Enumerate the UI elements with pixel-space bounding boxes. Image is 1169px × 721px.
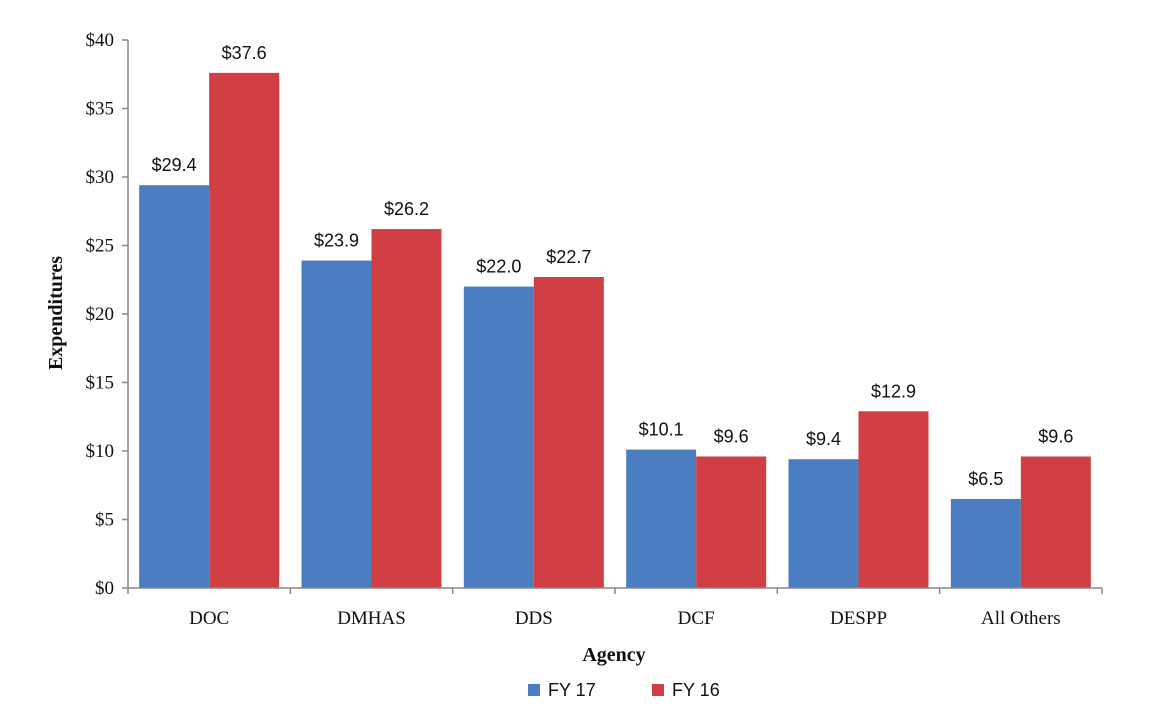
bar-fy-17-doc [139, 185, 210, 588]
bar-fy-16-dcf [696, 456, 767, 588]
data-label: $12.9 [871, 381, 916, 401]
data-labels: $29.4 $37.6 $23.9 $26.2 $22.0 $22.7 $10.1 $9.6 $… [152, 43, 1074, 489]
bar-fy-17-dds [463, 286, 534, 588]
bar-fy-16-dmhas [371, 229, 442, 588]
legend-label: FY 16 [672, 680, 720, 700]
y-tick-label: $20 [86, 304, 115, 325]
bar-fy-17-despp [788, 459, 859, 588]
x-tick-label: DDS [515, 608, 553, 629]
bar-fy-16-doc [209, 72, 280, 588]
data-label: $9.6 [1038, 426, 1073, 446]
legend-swatch [652, 684, 664, 696]
legend: FY 17 FY 16 [528, 680, 720, 700]
bars [139, 72, 1091, 588]
x-tick-label: All Others [981, 608, 1061, 629]
x-axis-title: Agency [582, 644, 645, 666]
data-label: $23.9 [314, 231, 359, 251]
bar-fy-16-dds [533, 277, 604, 588]
x-tick-label: DOC [189, 608, 229, 629]
data-label: $37.6 [222, 43, 267, 63]
x-axis: DOC DMHAS DDS DCF DESPP All Others [127, 587, 1103, 629]
y-axis-title: Expenditures [45, 256, 67, 370]
data-label: $9.6 [714, 426, 749, 446]
x-tick-label: DCF [678, 608, 715, 629]
data-label: $22.7 [546, 247, 591, 267]
bar-fy-16-despp [858, 411, 929, 588]
data-label: $10.1 [639, 420, 684, 440]
bar-fy-17-all-others [950, 498, 1021, 588]
y-tick-label: $0 [95, 578, 114, 599]
legend-label: FY 17 [548, 680, 596, 700]
y-tick-label: $25 [86, 236, 115, 257]
y-tick-label: $35 [86, 99, 115, 120]
x-tick-label: DESPP [830, 608, 887, 629]
y-tick-label: $15 [86, 373, 115, 394]
data-label: $26.2 [384, 199, 429, 219]
y-tick-label: $5 [95, 510, 114, 531]
legend-swatch [528, 684, 540, 696]
data-label: $22.0 [476, 257, 521, 277]
x-tick-label: DMHAS [337, 608, 406, 629]
data-label: $29.4 [152, 155, 197, 175]
data-label: $6.5 [968, 469, 1003, 489]
y-axis: $0 $5 $10 $15 $20 $25 $30 $35 $40 [86, 30, 129, 599]
bar-fy-17-dcf [626, 449, 697, 588]
y-tick-label: $30 [86, 167, 115, 188]
data-label: $9.4 [806, 429, 841, 449]
y-tick-label: $10 [86, 441, 115, 462]
y-tick-label: $40 [86, 30, 115, 51]
bar-fy-16-all-others [1020, 456, 1091, 588]
bar-fy-17-dmhas [301, 260, 372, 588]
